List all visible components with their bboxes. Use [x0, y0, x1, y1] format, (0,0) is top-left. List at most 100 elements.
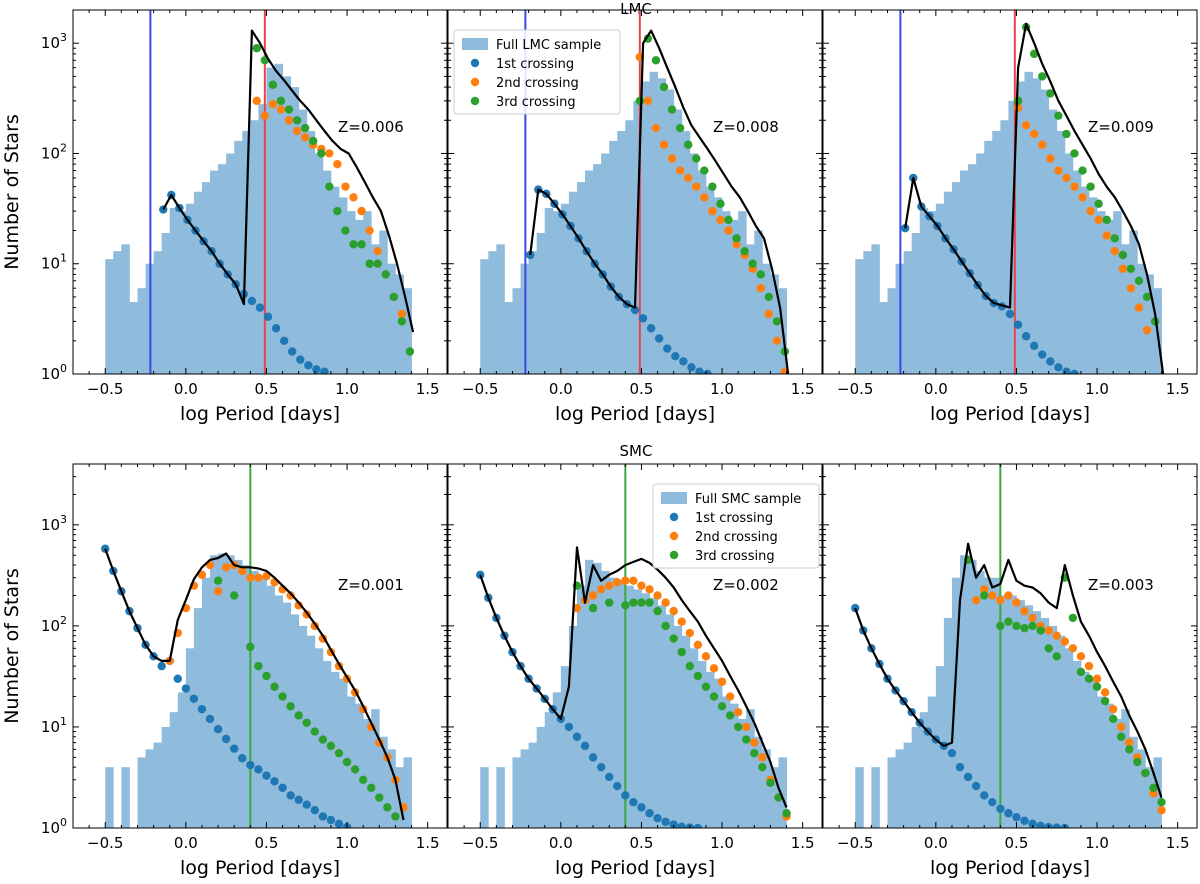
hist-bar — [201, 182, 211, 374]
x-tick-label: 1.0 — [710, 380, 734, 398]
point-third — [1157, 798, 1166, 807]
total-line — [162, 29, 415, 333]
point-third — [750, 748, 759, 758]
point-second — [1004, 591, 1013, 600]
point-third — [310, 727, 320, 736]
point-third — [588, 603, 598, 613]
plot-area — [855, 10, 1165, 374]
point-second — [1060, 637, 1070, 646]
hist-bar — [226, 153, 235, 374]
legend-swatch-first — [470, 58, 480, 68]
point-third — [1004, 617, 1013, 626]
point-third — [325, 182, 334, 191]
point-second — [637, 581, 646, 590]
point-first — [1046, 357, 1055, 366]
x-tick-label: −0.5 — [462, 380, 498, 398]
hist-bar — [1080, 186, 1090, 374]
point-second — [685, 628, 695, 638]
point-second — [397, 309, 407, 319]
point-third — [302, 718, 311, 727]
point-first — [1013, 320, 1023, 329]
point-third — [1044, 644, 1053, 653]
point-second — [1100, 688, 1110, 697]
point-third — [383, 803, 392, 812]
hist-bar — [1145, 767, 1154, 828]
hist-bar — [1072, 660, 1082, 828]
axes-frame — [72, 463, 448, 829]
hist-bar — [379, 230, 388, 374]
hist-bar — [617, 580, 626, 828]
hist-bar — [960, 555, 969, 828]
hist-bar — [1032, 78, 1042, 374]
point-first — [637, 803, 646, 812]
point-first — [671, 352, 680, 361]
total-line — [104, 548, 405, 821]
point-second — [333, 159, 342, 169]
hist-bar — [480, 767, 489, 828]
point-second — [284, 116, 294, 125]
point-first — [663, 344, 672, 353]
point-first — [278, 783, 287, 792]
point-first — [653, 814, 662, 823]
point-second — [341, 182, 350, 191]
x-tick-label: 0.5 — [255, 834, 279, 852]
point-second — [1125, 738, 1134, 747]
point-second — [365, 226, 374, 235]
point-second — [1070, 182, 1079, 191]
point-third — [389, 292, 399, 302]
x-tick-label: −0.5 — [462, 834, 498, 852]
hist-bar — [282, 602, 292, 828]
point-third — [270, 682, 279, 691]
hist-bar — [855, 767, 864, 828]
point-third — [405, 347, 415, 356]
hist-bar — [601, 153, 610, 374]
point-second — [197, 570, 207, 580]
hist-bar — [689, 153, 699, 374]
point-second — [709, 664, 719, 673]
point-first — [312, 365, 321, 374]
point-first — [621, 791, 630, 800]
x-tick-label: 0.0 — [924, 834, 948, 852]
point-first — [605, 772, 614, 782]
legend-box — [652, 483, 820, 569]
hist-bar — [258, 104, 267, 374]
x-tick-label: 1.0 — [710, 834, 734, 852]
point-second — [613, 578, 622, 587]
legend-swatch-first — [669, 512, 679, 522]
x-tick-label: 0.5 — [630, 834, 654, 852]
point-second — [717, 677, 727, 686]
total-line — [529, 29, 790, 374]
point-third — [1102, 215, 1111, 225]
point-third — [717, 702, 727, 711]
point-third — [262, 671, 271, 681]
hist-bar — [1048, 109, 1058, 374]
point-third — [1084, 674, 1094, 683]
point-first — [320, 367, 329, 374]
point-first — [279, 336, 289, 346]
hist-bar — [177, 211, 187, 374]
hist-bar — [681, 635, 691, 828]
point-second — [996, 595, 1005, 605]
hist-bar — [871, 767, 880, 828]
point-third — [621, 601, 630, 610]
y-tick-label: 103 — [41, 513, 67, 534]
point-first — [596, 762, 606, 772]
point-second — [772, 336, 782, 346]
hist-bar — [552, 211, 562, 374]
point-first — [1012, 812, 1021, 822]
point-first — [230, 744, 239, 753]
hist-bar — [984, 577, 993, 828]
hist-bar — [153, 251, 163, 374]
hist-bar — [1121, 709, 1130, 828]
point-third — [756, 270, 765, 279]
hist-bar — [185, 203, 195, 374]
point-third — [645, 598, 654, 607]
point-third — [391, 812, 400, 821]
point-third — [1086, 182, 1095, 191]
legend-swatch-second — [470, 77, 480, 87]
point-first — [669, 820, 678, 828]
point-third — [980, 591, 989, 600]
point-third — [357, 240, 366, 249]
point-first — [1070, 369, 1079, 374]
hist-bar — [226, 555, 235, 828]
